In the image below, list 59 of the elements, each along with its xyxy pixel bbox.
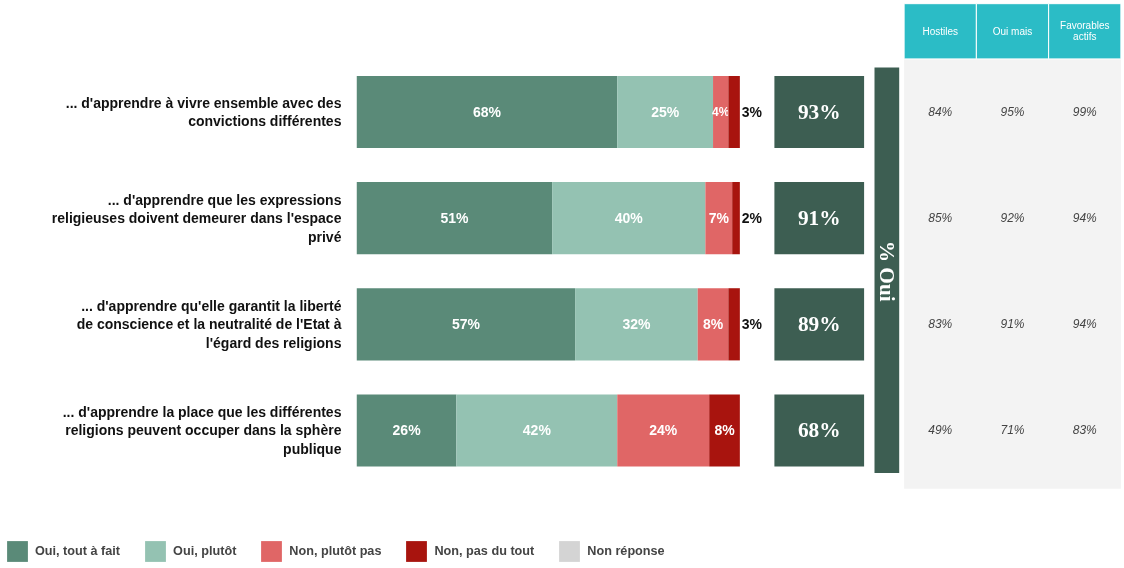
bar (356, 182, 553, 255)
bar (697, 288, 729, 361)
bar (356, 394, 457, 467)
bar (705, 182, 733, 255)
category-label: Favorables actifs (1060, 20, 1110, 43)
y-tick-label: ... d'apprendre qu'elle garantit la liberté de conscience et la neutralité de l'Etat à l'égard des religions (76, 297, 342, 351)
text: 91% (797, 206, 841, 231)
bar (617, 75, 714, 149)
text: 85% (928, 211, 953, 226)
y-tick-label: ... d'apprendre que les expressions religieuses doivent demeurer dans l'espace privé (51, 191, 342, 245)
bar (356, 288, 576, 361)
text: 95% (1000, 104, 1025, 119)
data-label: 3% (741, 103, 763, 120)
text: 71% (1000, 423, 1025, 438)
data-label: 32% (622, 316, 651, 333)
legend-label: Oui, tout à fait (35, 544, 121, 558)
bar (732, 182, 740, 255)
bar (575, 288, 698, 361)
bar (552, 182, 706, 255)
text: 94% (1072, 211, 1098, 226)
category-label: Hostiles (922, 25, 959, 37)
data-label: 26% (392, 422, 422, 439)
y-tick-label: ... d'apprendre à vivre ensemble avec des convictions différentes (65, 94, 342, 130)
data-label: 40% (614, 210, 644, 227)
text: 94% (1072, 317, 1098, 332)
text: 83% (928, 317, 953, 332)
text: 83% (1072, 423, 1098, 438)
data-label: 7% (708, 210, 730, 227)
legend-label: Non, pas du tout (434, 544, 535, 558)
legend-label: Non réponse (587, 544, 665, 558)
data-label: 3% (741, 316, 763, 333)
y-tick-label: ... d'apprendre la place que les différentes religions peuvent occuper dans la sphère publique (62, 404, 342, 457)
data-label: 24% (649, 422, 678, 439)
bar (456, 394, 618, 467)
data-label: 8% (714, 422, 736, 439)
bar (356, 75, 618, 149)
data-label: 57% (451, 316, 481, 333)
data-label: 8% (702, 316, 724, 333)
bar (709, 394, 740, 467)
data-label: 25% (651, 103, 680, 120)
data-label: 68% (473, 103, 502, 120)
text: 89% (797, 312, 841, 337)
data-label: 42% (522, 422, 552, 439)
text: 93% (797, 99, 841, 124)
category-label: Oui mais (992, 25, 1033, 37)
data-label: 2% (741, 210, 763, 227)
text: 84% (928, 104, 953, 119)
text: % Oui (874, 240, 899, 302)
data-label: 51% (440, 210, 470, 227)
legend-label: Oui, plutôt (173, 544, 237, 558)
bar (728, 75, 740, 149)
text: 91% (1000, 317, 1025, 332)
bar (617, 394, 710, 467)
legend-label: Non, plutôt pas (289, 544, 382, 558)
text: 92% (1000, 211, 1025, 226)
bar (728, 288, 740, 361)
text: 68% (797, 418, 841, 443)
text: 49% (928, 423, 953, 438)
text: 99% (1072, 104, 1098, 119)
